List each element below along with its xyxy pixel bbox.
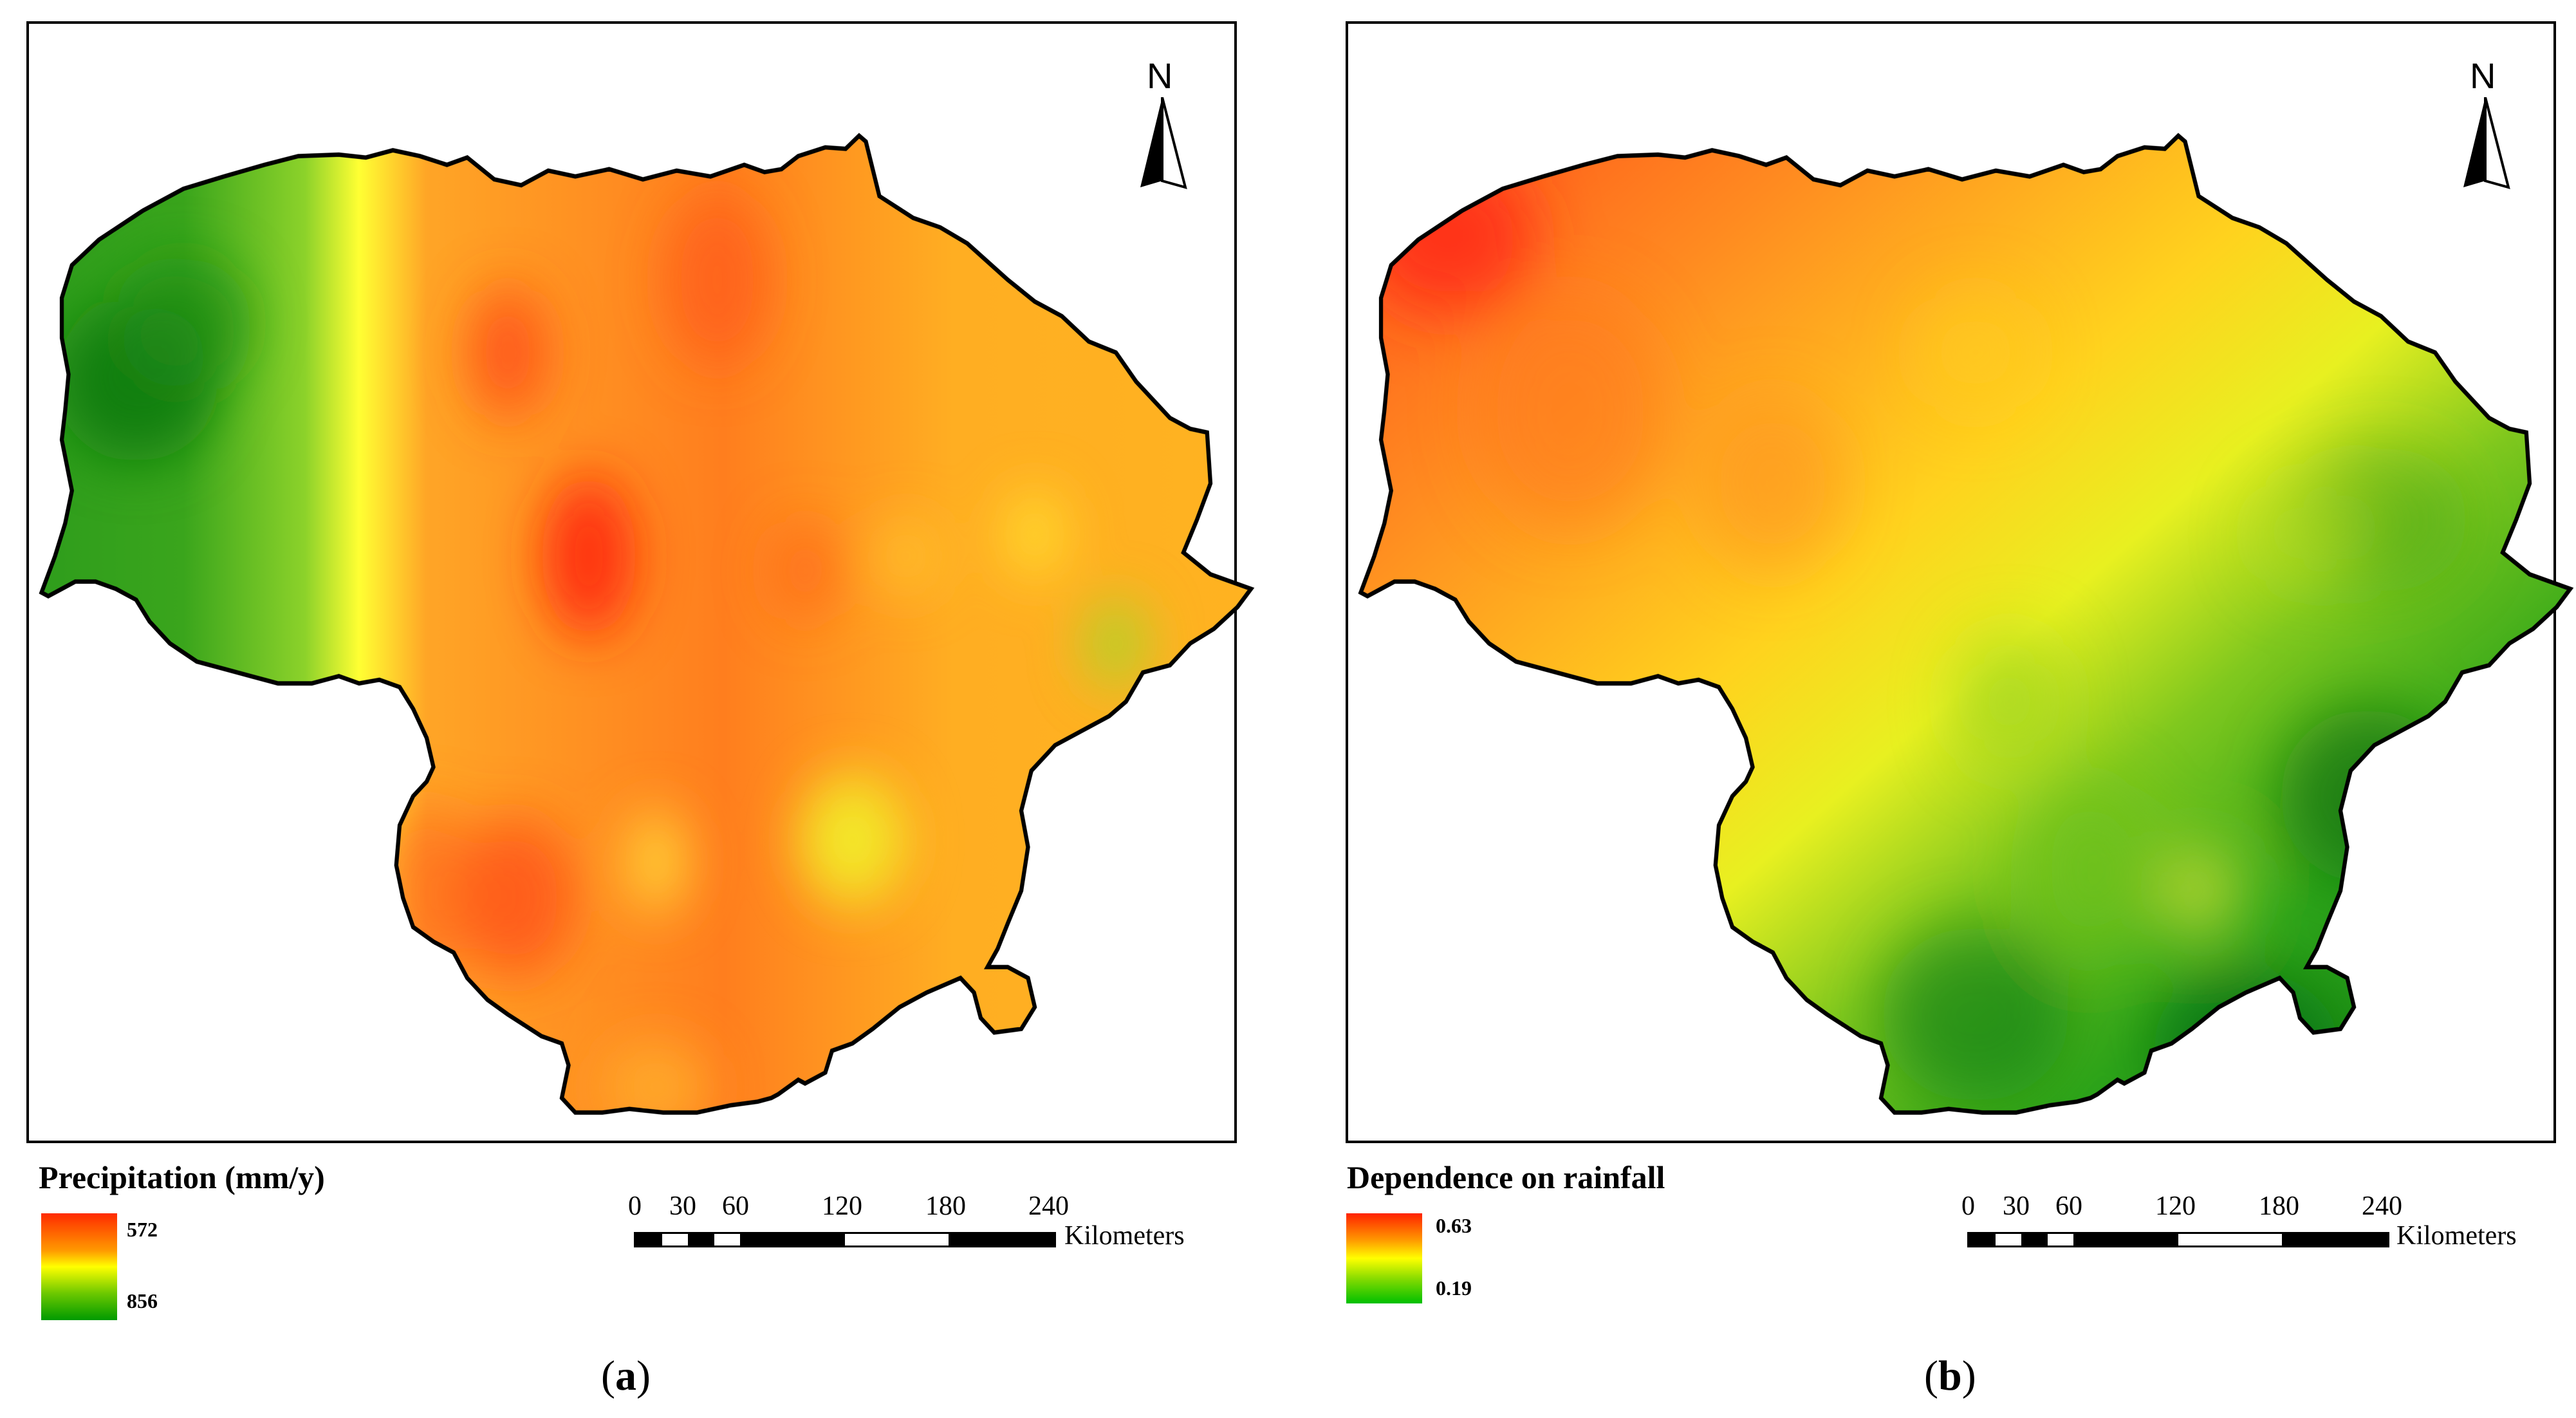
scale-tick-label: 120 bbox=[822, 1191, 862, 1221]
panel-letter: b bbox=[1938, 1352, 1962, 1399]
scale-tick-label: 240 bbox=[1028, 1191, 1069, 1221]
panel-caption-a: (a) bbox=[601, 1352, 651, 1399]
scale-tick-label: 60 bbox=[722, 1191, 749, 1221]
legend-ramp bbox=[1346, 1213, 1422, 1303]
scale-bar bbox=[634, 1232, 1056, 1247]
scale-tick-label: 0 bbox=[628, 1191, 642, 1221]
scale-tick-label: 240 bbox=[2362, 1191, 2402, 1221]
scale-unit: Kilometers bbox=[1064, 1221, 1185, 1251]
scale-tick-label: 30 bbox=[2003, 1191, 2030, 1221]
legend-title: Precipitation (mm/y) bbox=[39, 1159, 325, 1195]
north-arrow-icon bbox=[2463, 97, 2510, 189]
north-arrow-icon bbox=[1140, 97, 1187, 189]
legend-title: Dependence on rainfall bbox=[1347, 1159, 1665, 1195]
scale-tick-label: 180 bbox=[2259, 1191, 2299, 1221]
legend-low-label: 856 bbox=[127, 1289, 158, 1312]
legend-high-label: 572 bbox=[127, 1218, 158, 1241]
scale-tick-label: 60 bbox=[2055, 1191, 2082, 1221]
scale-tick-label: 0 bbox=[1961, 1191, 1975, 1221]
scale-tick-label: 30 bbox=[669, 1191, 696, 1221]
legend-ramp bbox=[41, 1213, 117, 1320]
panel-letter: a bbox=[615, 1352, 636, 1399]
scale-tick-label: 120 bbox=[2155, 1191, 2196, 1221]
panel-caption-b: (b) bbox=[1924, 1352, 1976, 1399]
north-label: N bbox=[1147, 55, 1173, 96]
north-label: N bbox=[2470, 55, 2496, 96]
scale-unit: Kilometers bbox=[2396, 1221, 2517, 1251]
scale-tick-label: 180 bbox=[925, 1191, 966, 1221]
scale-bar bbox=[1967, 1232, 2389, 1247]
legend-low-label: 0.19 bbox=[1436, 1276, 1472, 1300]
legend-high-label: 0.63 bbox=[1436, 1214, 1472, 1237]
